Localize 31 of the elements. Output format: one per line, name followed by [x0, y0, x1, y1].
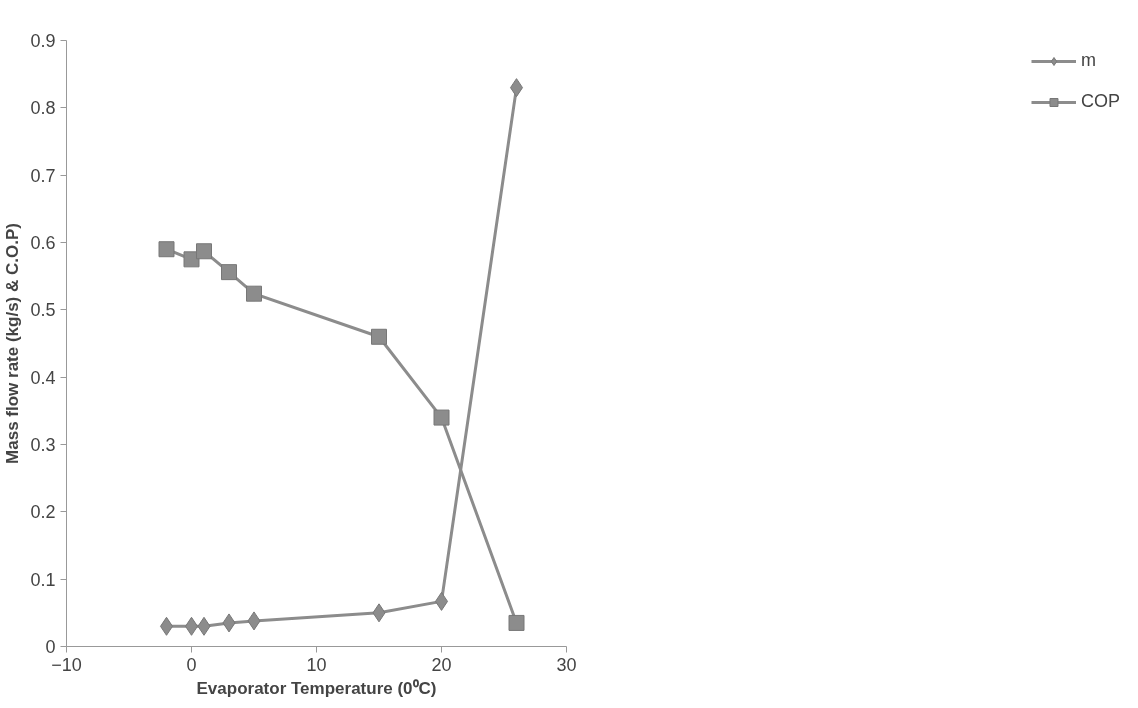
point: [183, 251, 200, 268]
point: [222, 613, 236, 633]
y-tick-label: 0.7: [30, 165, 56, 186]
y-axis-title: Mass flow rate (kg/s) & C.O.P): [3, 223, 23, 464]
point: [158, 241, 175, 258]
point: [197, 616, 211, 636]
y-tick-label: 0.4: [30, 367, 56, 388]
y-tick-label: 0.6: [30, 233, 56, 253]
legend-label: COP: [1080, 91, 1120, 112]
point: [196, 243, 212, 260]
y-tick-label: 0.2: [30, 502, 56, 523]
point: [247, 611, 261, 631]
x-tick-label: 20: [431, 654, 452, 675]
y-tick-label: 0: [45, 637, 56, 657]
x-tick-label: 0: [186, 654, 197, 675]
legend-label: m: [1080, 50, 1097, 71]
y-tick-label: 0.8: [30, 98, 56, 119]
y-tick-label: 0.3: [30, 435, 56, 455]
y-tick-label: 0.1: [30, 569, 56, 590]
x-tick-label: 10: [306, 654, 327, 675]
x-tick-label: 30: [556, 654, 577, 675]
point: [372, 603, 386, 623]
y-tick-label: 0.9: [30, 31, 56, 51]
point: [508, 614, 525, 631]
x-axis-title: Evaporator Temperature (0⁰C): [196, 678, 437, 698]
point: [246, 285, 262, 302]
point: [433, 409, 450, 426]
point: [371, 328, 387, 345]
x-tick-label: −10: [51, 654, 82, 675]
y-tick-label: 0.5: [30, 300, 56, 321]
point: [221, 264, 237, 281]
